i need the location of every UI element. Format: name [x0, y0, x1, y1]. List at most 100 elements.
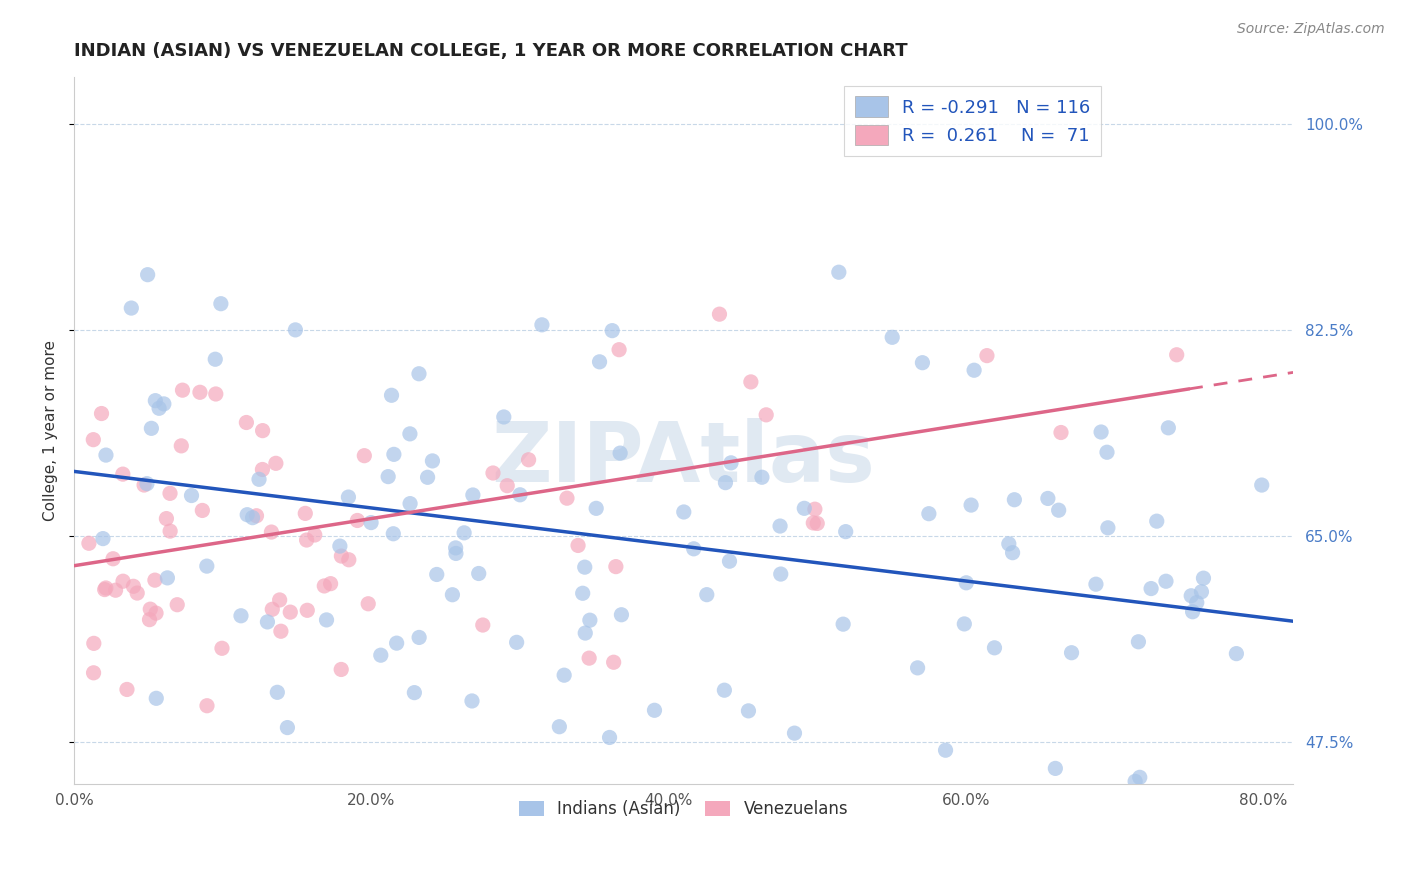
- Point: [235, 416, 257, 430]
- Point: [553, 668, 575, 682]
- Point: [278, 605, 301, 619]
- Point: [709, 307, 731, 321]
- Y-axis label: College, 1 year or more: College, 1 year or more: [44, 340, 58, 521]
- Point: [337, 490, 360, 504]
- Point: [236, 508, 259, 522]
- Point: [145, 691, 167, 706]
- Point: [496, 479, 519, 493]
- Text: ZIPAtlas: ZIPAtlas: [492, 418, 876, 499]
- Point: [571, 586, 593, 600]
- Point: [555, 491, 578, 506]
- Point: [166, 598, 188, 612]
- Point: [1192, 571, 1215, 585]
- Point: [935, 743, 957, 757]
- Point: [609, 446, 631, 460]
- Point: [83, 665, 105, 680]
- Point: [769, 567, 792, 582]
- Point: [260, 524, 283, 539]
- Point: [172, 383, 194, 397]
- Point: [138, 613, 160, 627]
- Point: [713, 683, 735, 698]
- Point: [444, 546, 467, 560]
- Point: [104, 583, 127, 598]
- Point: [159, 486, 181, 500]
- Point: [315, 613, 337, 627]
- Point: [574, 626, 596, 640]
- Point: [882, 330, 904, 344]
- Point: [578, 651, 600, 665]
- Point: [1084, 577, 1107, 591]
- Point: [643, 703, 665, 717]
- Point: [357, 597, 380, 611]
- Point: [242, 510, 264, 524]
- Point: [567, 538, 589, 552]
- Point: [444, 541, 467, 555]
- Point: [441, 588, 464, 602]
- Point: [574, 560, 596, 574]
- Point: [416, 470, 439, 484]
- Text: Source: ZipAtlas.com: Source: ZipAtlas.com: [1237, 22, 1385, 37]
- Point: [314, 579, 336, 593]
- Point: [426, 567, 449, 582]
- Point: [461, 488, 484, 502]
- Point: [907, 661, 929, 675]
- Point: [1045, 761, 1067, 775]
- Point: [382, 526, 405, 541]
- Point: [153, 397, 176, 411]
- Point: [548, 720, 571, 734]
- Point: [834, 524, 856, 539]
- Point: [143, 573, 166, 587]
- Point: [1060, 646, 1083, 660]
- Point: [605, 559, 627, 574]
- Point: [1146, 514, 1168, 528]
- Point: [330, 663, 353, 677]
- Point: [136, 268, 159, 282]
- Point: [696, 588, 718, 602]
- Point: [1180, 589, 1202, 603]
- Point: [963, 363, 986, 377]
- Point: [1140, 582, 1163, 596]
- Point: [1047, 503, 1070, 517]
- Point: [294, 507, 316, 521]
- Point: [492, 409, 515, 424]
- Point: [211, 641, 233, 656]
- Point: [180, 489, 202, 503]
- Point: [953, 616, 976, 631]
- Point: [1097, 521, 1119, 535]
- Point: [330, 549, 353, 563]
- Point: [600, 324, 623, 338]
- Point: [1191, 584, 1213, 599]
- Point: [329, 539, 352, 553]
- Point: [195, 698, 218, 713]
- Point: [737, 704, 759, 718]
- Point: [156, 571, 179, 585]
- Point: [143, 393, 166, 408]
- Point: [115, 682, 138, 697]
- Point: [1002, 492, 1025, 507]
- Point: [607, 343, 630, 357]
- Point: [983, 640, 1005, 655]
- Point: [828, 265, 851, 279]
- Point: [77, 536, 100, 550]
- Point: [751, 470, 773, 484]
- Point: [467, 566, 489, 581]
- Point: [141, 421, 163, 435]
- Point: [714, 475, 737, 490]
- Point: [399, 497, 422, 511]
- Point: [90, 407, 112, 421]
- Point: [976, 349, 998, 363]
- Point: [159, 524, 181, 538]
- Point: [256, 615, 278, 629]
- Point: [297, 603, 319, 617]
- Point: [170, 439, 193, 453]
- Point: [399, 426, 422, 441]
- Point: [209, 296, 232, 310]
- Point: [404, 685, 426, 699]
- Point: [111, 467, 134, 482]
- Point: [769, 519, 792, 533]
- Point: [610, 607, 633, 622]
- Point: [505, 635, 527, 649]
- Point: [482, 466, 505, 480]
- Point: [1185, 596, 1208, 610]
- Point: [385, 636, 408, 650]
